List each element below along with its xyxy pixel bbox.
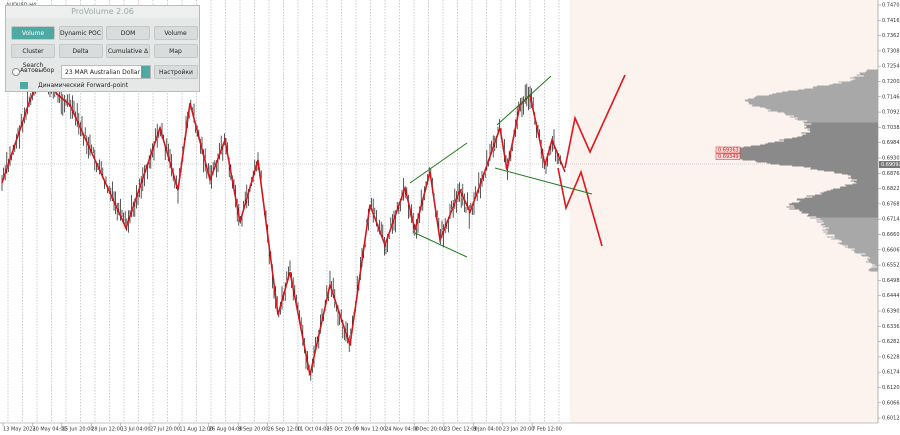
time-label: 24 Nov 04:00 bbox=[385, 427, 419, 433]
price-label: 0.60125 bbox=[882, 416, 900, 422]
instrument-dropdown[interactable]: 23 MAR Australian Dollar bbox=[61, 65, 151, 79]
forecast-down bbox=[557, 167, 603, 247]
forward-point-label: Динамический Forward-point bbox=[38, 82, 129, 89]
panel-title: ProVolume 2.06 bbox=[6, 6, 199, 18]
checkbox[interactable] bbox=[12, 68, 20, 76]
price-label: 0.74701 bbox=[882, 3, 900, 9]
price-label: 0.62285 bbox=[882, 354, 900, 360]
time-label: 11 Aug 12:00 bbox=[179, 427, 213, 433]
time-label: 9 Nov 12:00 bbox=[356, 427, 387, 433]
price-label: 0.68765 bbox=[882, 171, 900, 177]
forward-icon[interactable] bbox=[20, 82, 28, 89]
time-label: 9 Sep 20:00 bbox=[238, 427, 268, 433]
price-label: 0.62825 bbox=[882, 339, 900, 345]
channel-line bbox=[414, 232, 468, 258]
time-label: 7 Feb 12:00 bbox=[532, 427, 562, 433]
price-box-label: 0.69349 bbox=[718, 154, 739, 160]
time-label: 23 Dec 12:00 bbox=[444, 427, 478, 433]
channel-line bbox=[496, 75, 552, 126]
tool-button[interactable]: Cluster Search bbox=[11, 44, 55, 69]
price-label: 0.72005 bbox=[882, 79, 900, 85]
tool-button[interactable]: Map bbox=[153, 44, 198, 58]
tool-button[interactable]: Volume bbox=[153, 26, 198, 40]
price-label: 0.61745 bbox=[882, 370, 900, 376]
price-label: 0.66605 bbox=[882, 232, 900, 238]
auto-select-label: Автовыбор bbox=[20, 67, 55, 74]
time-label: 26 Sep 12:00 bbox=[268, 427, 301, 433]
price-label: 0.71465 bbox=[882, 94, 900, 100]
price-label: 0.64985 bbox=[882, 278, 900, 284]
time-label: 9 Jan 04:00 bbox=[473, 427, 501, 433]
channel-line bbox=[409, 142, 468, 184]
time-label: 13 Jul 04:00 bbox=[121, 427, 151, 433]
price-label: 0.69305 bbox=[882, 156, 900, 162]
price-label: 0.61205 bbox=[882, 385, 900, 391]
price-label: 0.60665 bbox=[882, 400, 900, 406]
price-label: 0.67685 bbox=[882, 201, 900, 207]
price-label: 0.70925 bbox=[882, 110, 900, 116]
tool-button[interactable]: Delta bbox=[58, 44, 103, 58]
tool-button[interactable]: Volume Profile bbox=[11, 26, 55, 51]
price-label: 0.64445 bbox=[882, 293, 900, 299]
instrument-text: 23 MAR Australian Dollar bbox=[65, 69, 140, 76]
price-box bbox=[715, 146, 741, 154]
time-label: 13 May 2022 bbox=[3, 427, 36, 433]
price-label: 0.73621 bbox=[882, 33, 900, 39]
time-label: 11 Oct 04:00 bbox=[297, 427, 330, 433]
time-label: 15 Jun 20:00 bbox=[62, 427, 94, 433]
forecast-up bbox=[564, 74, 626, 169]
price-label: 0.70385 bbox=[882, 125, 900, 131]
tool-button[interactable]: Cumulative Δ bbox=[106, 44, 150, 58]
time-label: 26 Aug 04:00 bbox=[209, 427, 243, 433]
time-label: 28 Jun 12:00 bbox=[91, 427, 123, 433]
price-label: 0.63365 bbox=[882, 324, 900, 330]
time-label: 27 Jul 20:00 bbox=[150, 427, 180, 433]
price-label: 0.67145 bbox=[882, 217, 900, 223]
time-label: 30 May 04:00 bbox=[32, 427, 66, 433]
price-label: 0.65525 bbox=[882, 263, 900, 269]
dropdown-arrow bbox=[141, 66, 150, 78]
tool-button[interactable]: Dynamic POC bbox=[58, 26, 103, 40]
price-box bbox=[715, 153, 741, 160]
price-label: 0.72545 bbox=[882, 64, 900, 70]
price-label: 0.63905 bbox=[882, 309, 900, 315]
price-label: 0.68225 bbox=[882, 186, 900, 192]
price-label: 0.73081 bbox=[882, 48, 900, 54]
price-label: 0.69845 bbox=[882, 140, 900, 146]
time-label: 23 Jan 20:00 bbox=[503, 427, 535, 433]
price-label: 0.66065 bbox=[882, 247, 900, 253]
tool-button[interactable]: DOM bbox=[106, 26, 150, 40]
time-label: 8 Dec 20:00 bbox=[415, 427, 445, 433]
current-price-label: 0.69092 bbox=[881, 162, 900, 168]
current-price-box bbox=[879, 161, 900, 168]
provolume-panel: ProVolume 2.06 Volume ProfileDynamic POC… bbox=[5, 5, 200, 92]
time-label: 25 Oct 20:00 bbox=[326, 427, 359, 433]
zigzag bbox=[1, 73, 566, 376]
price-box-label: 0.69363 bbox=[718, 148, 739, 154]
settings-button[interactable]: Настройки bbox=[154, 65, 198, 79]
price-label: 0.74161 bbox=[882, 18, 900, 24]
channel-line bbox=[494, 167, 593, 195]
